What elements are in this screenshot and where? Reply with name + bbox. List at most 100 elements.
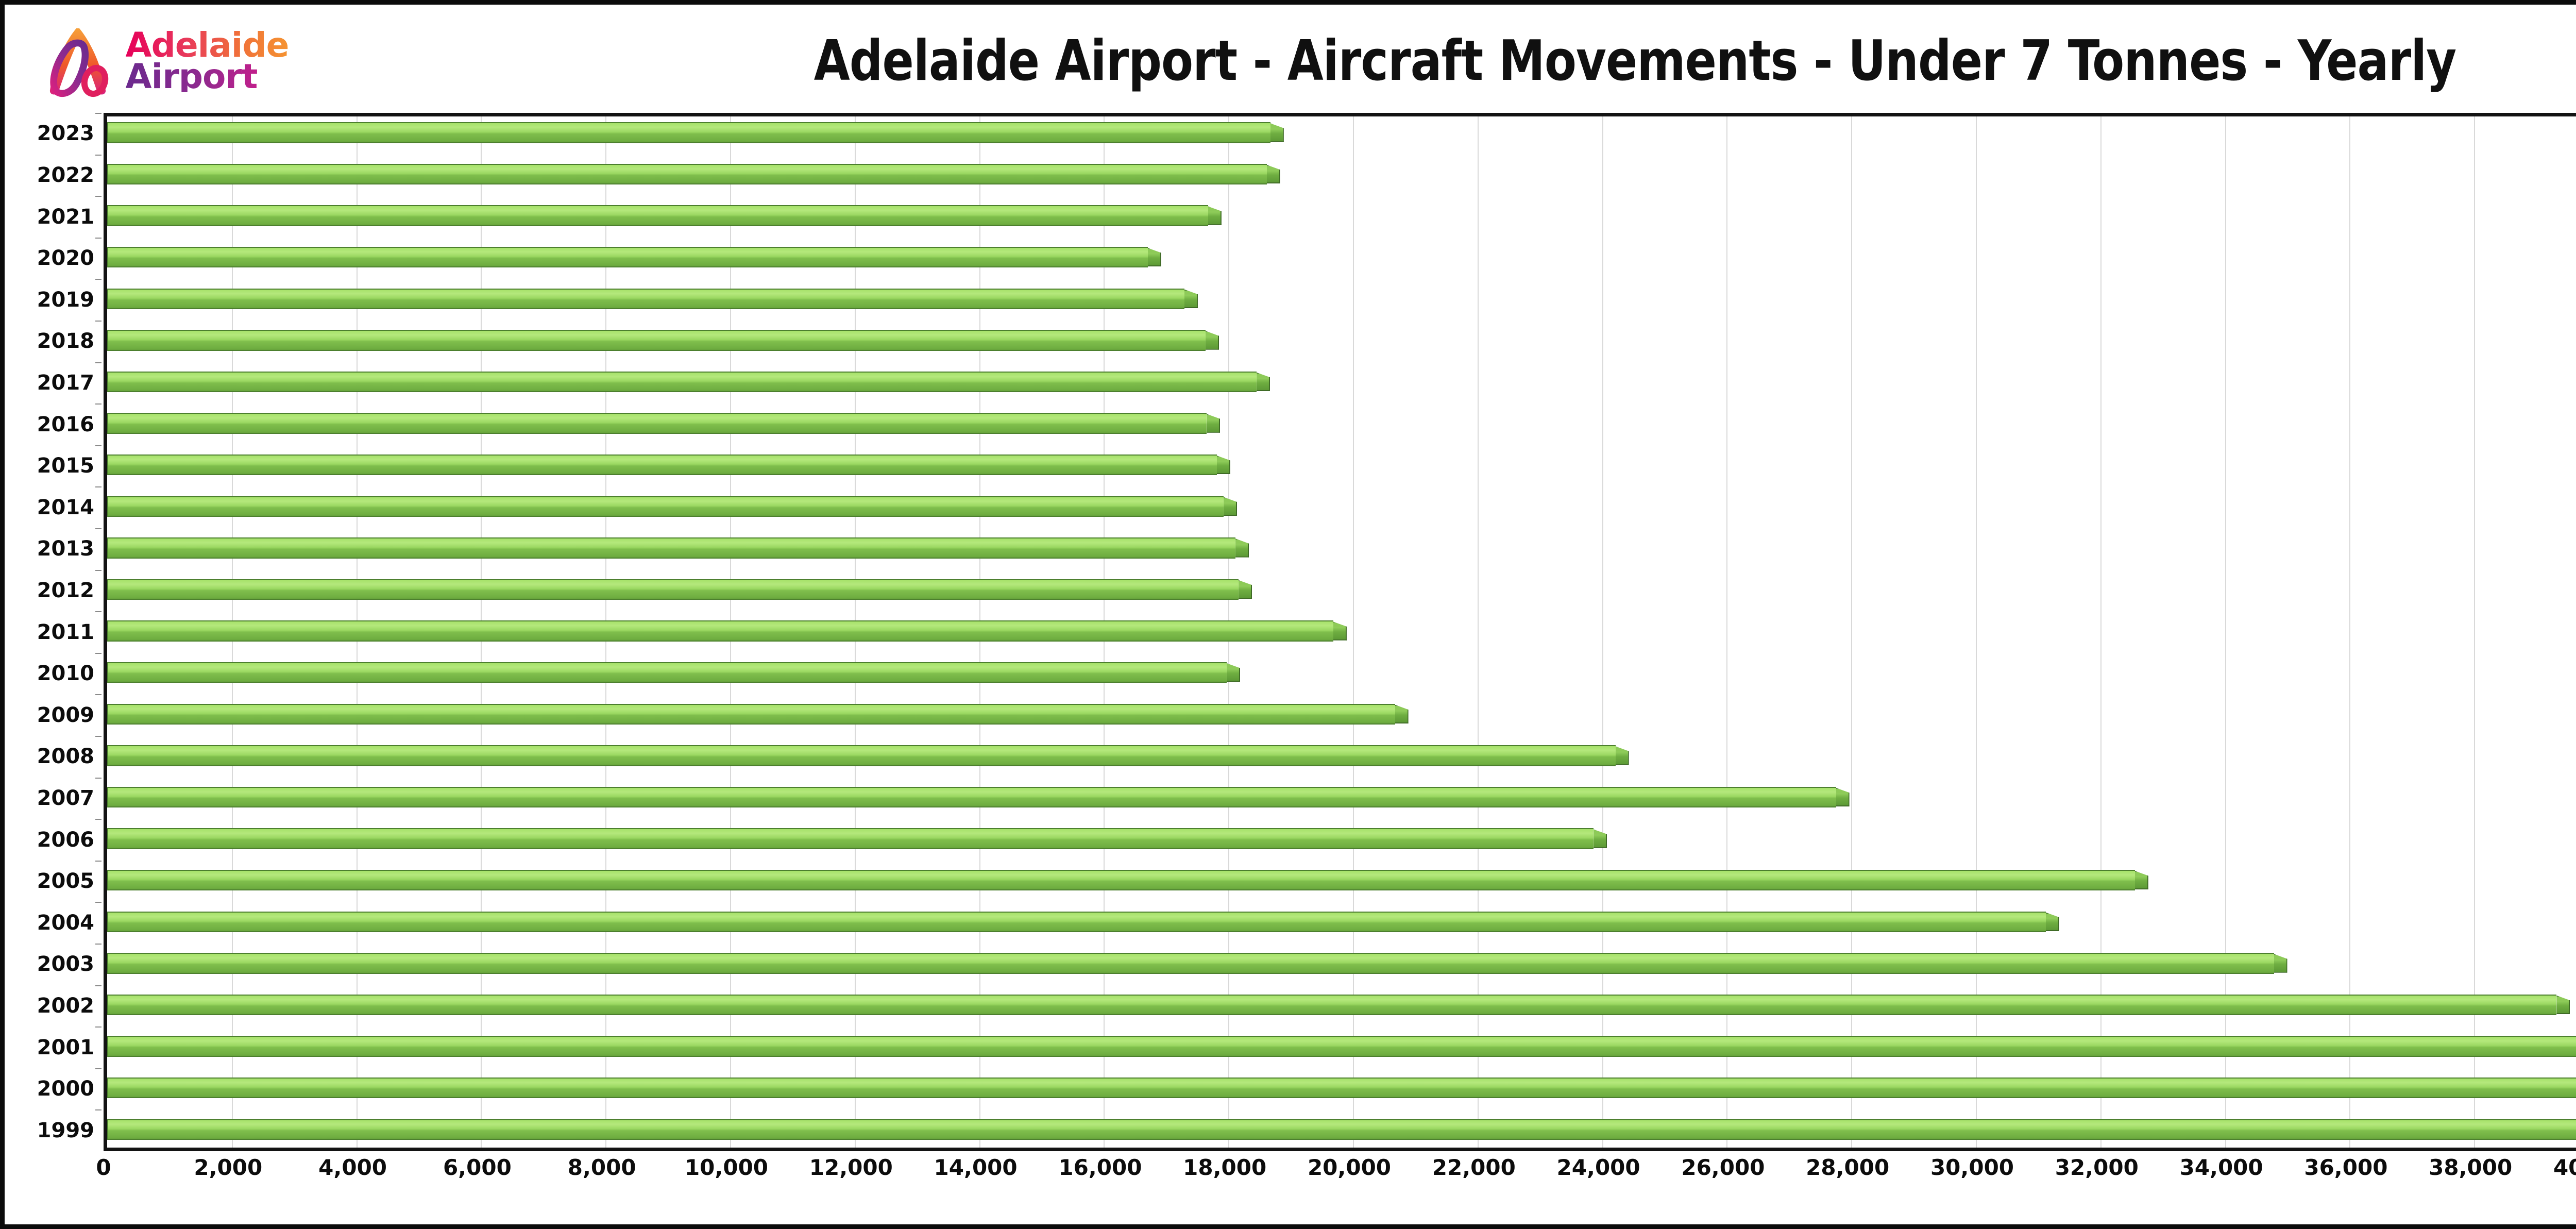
y-axis-tick (95, 486, 101, 488)
x-axis-label-32000: 32,000 (2055, 1155, 2139, 1180)
y-axis-tick (95, 694, 101, 696)
y-axis-label-2021: 2021 (37, 205, 94, 229)
bar-2008[interactable] (107, 745, 1616, 766)
y-axis-label-2009: 2009 (37, 703, 94, 727)
gridline (1353, 116, 1354, 1148)
y-axis-tick (95, 237, 101, 239)
y-axis-label-2002: 2002 (37, 994, 94, 1018)
y-axis-tick (95, 944, 101, 945)
gridline (1851, 116, 1853, 1148)
y-axis-tick (95, 736, 101, 737)
y-axis-label-2022: 2022 (37, 163, 94, 187)
bar-fill (107, 994, 2557, 1016)
bar-fill (107, 288, 1184, 309)
y-axis-tick (95, 154, 101, 156)
bar-fill (107, 786, 1836, 808)
bar-fill (107, 620, 1333, 642)
x-axis-label-20000: 20,000 (1307, 1155, 1392, 1180)
bar-fill (107, 413, 1207, 434)
bar-2009[interactable] (107, 703, 1395, 725)
bar-fill (107, 163, 1267, 185)
y-axis-label-2005: 2005 (37, 869, 94, 894)
x-axis-label-4000: 4,000 (318, 1155, 387, 1180)
adelaide-airport-logo-line1: Adelaide (125, 25, 290, 65)
bar-2017[interactable] (107, 371, 1257, 393)
bar-2005[interactable] (107, 870, 2135, 891)
bar-2006[interactable] (107, 828, 1594, 849)
y-axis-label-2007: 2007 (37, 786, 94, 810)
gridline (2349, 116, 2351, 1148)
y-axis-tick (95, 611, 101, 613)
bar-2023[interactable] (107, 122, 1270, 143)
bar-fill (107, 537, 1236, 559)
gridline (1477, 116, 1479, 1148)
x-axis-label-8000: 8,000 (567, 1155, 636, 1180)
y-axis-tick (95, 652, 101, 654)
bar-2002[interactable] (107, 994, 2557, 1016)
bar-2013[interactable] (107, 537, 1236, 559)
bar-fill (107, 1036, 2576, 1057)
bar-1999[interactable] (107, 1119, 2576, 1140)
bar-2011[interactable] (107, 620, 1333, 642)
x-axis-label-40000: 40,000 (2553, 1155, 2576, 1180)
bar-2000[interactable] (107, 1078, 2576, 1099)
y-axis-label-2016: 2016 (37, 412, 94, 436)
bar-fill (107, 870, 2135, 891)
x-axis-label-36000: 36,000 (2304, 1155, 2388, 1180)
bar-2015[interactable] (107, 454, 1217, 476)
bar-2003[interactable] (107, 953, 2274, 974)
bar-fill (107, 703, 1395, 725)
gridline (1976, 116, 1977, 1148)
plot-wrapper (104, 113, 2576, 1151)
x-axis-label-0: 0 (96, 1155, 111, 1180)
y-axis-label-2011: 2011 (37, 620, 94, 644)
bar-fill (107, 911, 2046, 932)
y-axis-label-2006: 2006 (37, 828, 94, 852)
y-axis-tick (95, 113, 101, 114)
gridline (1602, 116, 1603, 1148)
y-axis-tick (95, 819, 101, 820)
y-axis-label-2019: 2019 (37, 288, 94, 312)
bar-2016[interactable] (107, 413, 1207, 434)
x-axis-label-26000: 26,000 (1681, 1155, 1765, 1180)
bar-2004[interactable] (107, 911, 2046, 932)
bar-fill (107, 828, 1594, 849)
bar-2001[interactable] (107, 1036, 2576, 1057)
bar-2014[interactable] (107, 496, 1224, 517)
bar-2022[interactable] (107, 163, 1267, 185)
y-axis-label-2015: 2015 (37, 454, 94, 478)
y-axis-tick (95, 902, 101, 903)
x-axis-label-28000: 28,000 (1806, 1155, 1890, 1180)
x-axis-label-10000: 10,000 (684, 1155, 769, 1180)
y-axis-label-2000: 2000 (37, 1077, 94, 1101)
gridline (2474, 116, 2476, 1148)
bar-fill (107, 579, 1239, 600)
chart-header: Adelaide Airport Adelaide Airport - Airc… (9, 9, 2576, 112)
x-axis-label-30000: 30,000 (1930, 1155, 2014, 1180)
page-title: Adelaide Airport - Aircraft Movements - … (814, 28, 2456, 93)
y-axis-tick (95, 777, 101, 779)
y-axis-tick (95, 445, 101, 446)
y-axis-label-2012: 2012 (37, 578, 94, 602)
y-axis-label-2003: 2003 (37, 952, 94, 977)
bar-2019[interactable] (107, 288, 1184, 309)
bar-2021[interactable] (107, 205, 1208, 226)
bar-fill (107, 496, 1224, 517)
bar-fill (107, 122, 1270, 143)
y-axis-tick (95, 403, 101, 405)
x-axis-label-16000: 16,000 (1058, 1155, 1142, 1180)
bar-fill (107, 662, 1227, 683)
y-axis-tick (95, 1026, 101, 1028)
bar-2020[interactable] (107, 247, 1148, 268)
bar-fill (107, 330, 1206, 351)
y-axis-tick (95, 196, 101, 197)
bar-2018[interactable] (107, 330, 1206, 351)
plot-area (104, 113, 2576, 1151)
bar-2007[interactable] (107, 786, 1836, 808)
bar-2012[interactable] (107, 579, 1239, 600)
bar-2010[interactable] (107, 662, 1227, 683)
y-axis-tick (95, 528, 101, 529)
x-axis-label-38000: 38,000 (2429, 1155, 2513, 1180)
y-axis-label-1999: 1999 (37, 1118, 94, 1142)
y-axis-tick (95, 569, 101, 571)
